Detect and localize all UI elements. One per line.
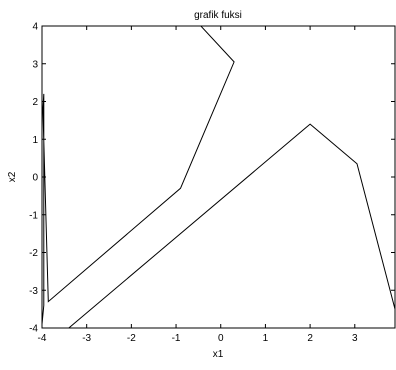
x-tick-label: -3 bbox=[82, 333, 91, 344]
x-ticks: -4 -3 -2 -1 0 1 2 3 bbox=[38, 26, 358, 344]
y-tick-label: -1 bbox=[29, 210, 38, 221]
x-tick-label: -1 bbox=[172, 333, 181, 344]
y-tick-label: -2 bbox=[29, 248, 38, 259]
y-ticks: -4 -3 -2 -1 0 1 2 3 4 bbox=[29, 22, 395, 335]
y-tick-label: 0 bbox=[32, 173, 38, 184]
plot-area bbox=[41, 25, 396, 329]
y-tick-label: 4 bbox=[32, 22, 38, 33]
y-axis-label: x2 bbox=[7, 171, 18, 182]
x-tick-label: 1 bbox=[263, 333, 269, 344]
x-tick-label: 3 bbox=[352, 333, 358, 344]
x-tick-label: 2 bbox=[307, 333, 313, 344]
y-tick-label: -3 bbox=[29, 286, 38, 297]
x-tick-label: -2 bbox=[127, 333, 136, 344]
series-line-2 bbox=[68, 123, 395, 328]
x-axis-label: x1 bbox=[213, 349, 224, 360]
x-tick-label: 0 bbox=[218, 333, 224, 344]
x-tick-label: -4 bbox=[38, 333, 47, 344]
y-tick-label: 2 bbox=[32, 97, 38, 108]
chart-title: grafik fuksi bbox=[194, 10, 242, 21]
y-tick-label: -4 bbox=[29, 324, 38, 335]
y-tick-label: 3 bbox=[32, 59, 38, 70]
y-tick-label: 1 bbox=[32, 135, 38, 146]
